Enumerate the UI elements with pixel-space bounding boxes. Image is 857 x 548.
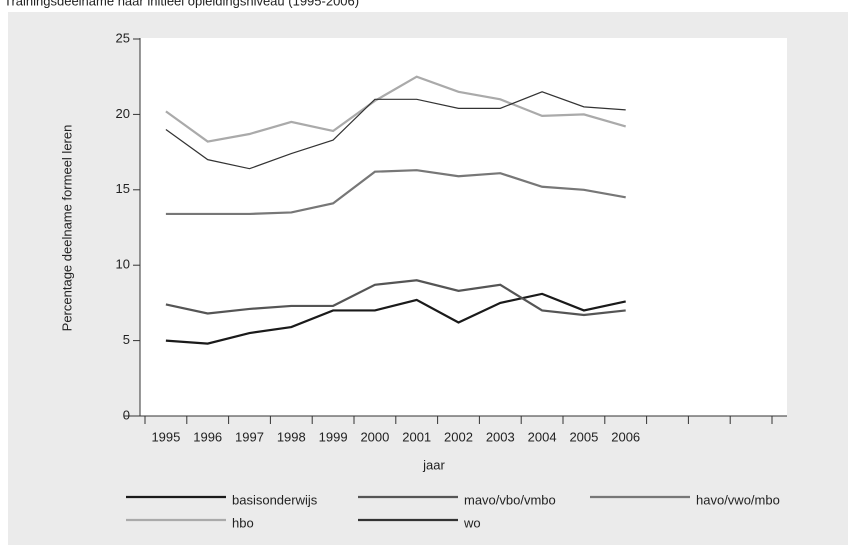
legend-label: wo — [463, 515, 481, 530]
chart-title: Trainingsdeelname naar initieel opleidin… — [4, 0, 359, 8]
x-tick-label: 1997 — [235, 429, 264, 444]
x-axis-label: jaar — [422, 457, 445, 472]
x-tick-label: 2000 — [360, 429, 389, 444]
series-line — [165, 279, 626, 317]
x-tick-label: 1998 — [277, 429, 306, 444]
legend-label: hbo — [232, 515, 254, 530]
y-tick-label: 5 — [123, 332, 130, 347]
series-line — [165, 292, 626, 345]
x-tick-label: 2004 — [528, 429, 557, 444]
y-tick-label: 10 — [116, 257, 130, 272]
y-tick-label: 15 — [116, 181, 130, 196]
x-tick-label: 1995 — [151, 429, 180, 444]
series-line — [165, 169, 626, 216]
legend-label: mavo/vbo/vmbo — [464, 492, 556, 507]
x-tick-label: 1999 — [319, 429, 348, 444]
legend-label: basisonderwijs — [232, 492, 318, 507]
y-tick-label: 20 — [116, 106, 130, 121]
plot-area — [140, 38, 787, 416]
x-tick-label: 2001 — [402, 429, 431, 444]
y-axis-label: Percentage deelname formeel leren — [59, 125, 74, 332]
x-tick-label: 2006 — [611, 429, 640, 444]
x-tick-label: 2002 — [444, 429, 473, 444]
x-tick-label: 1996 — [193, 429, 222, 444]
x-tick-label: 2003 — [486, 429, 515, 444]
series-line — [165, 75, 627, 143]
series-line — [165, 91, 626, 170]
y-tick-label: 0 — [123, 407, 130, 422]
x-tick-label: 2005 — [569, 429, 598, 444]
legend-label: havo/vwo/mbo — [696, 492, 780, 507]
y-tick-label: 25 — [116, 30, 130, 45]
